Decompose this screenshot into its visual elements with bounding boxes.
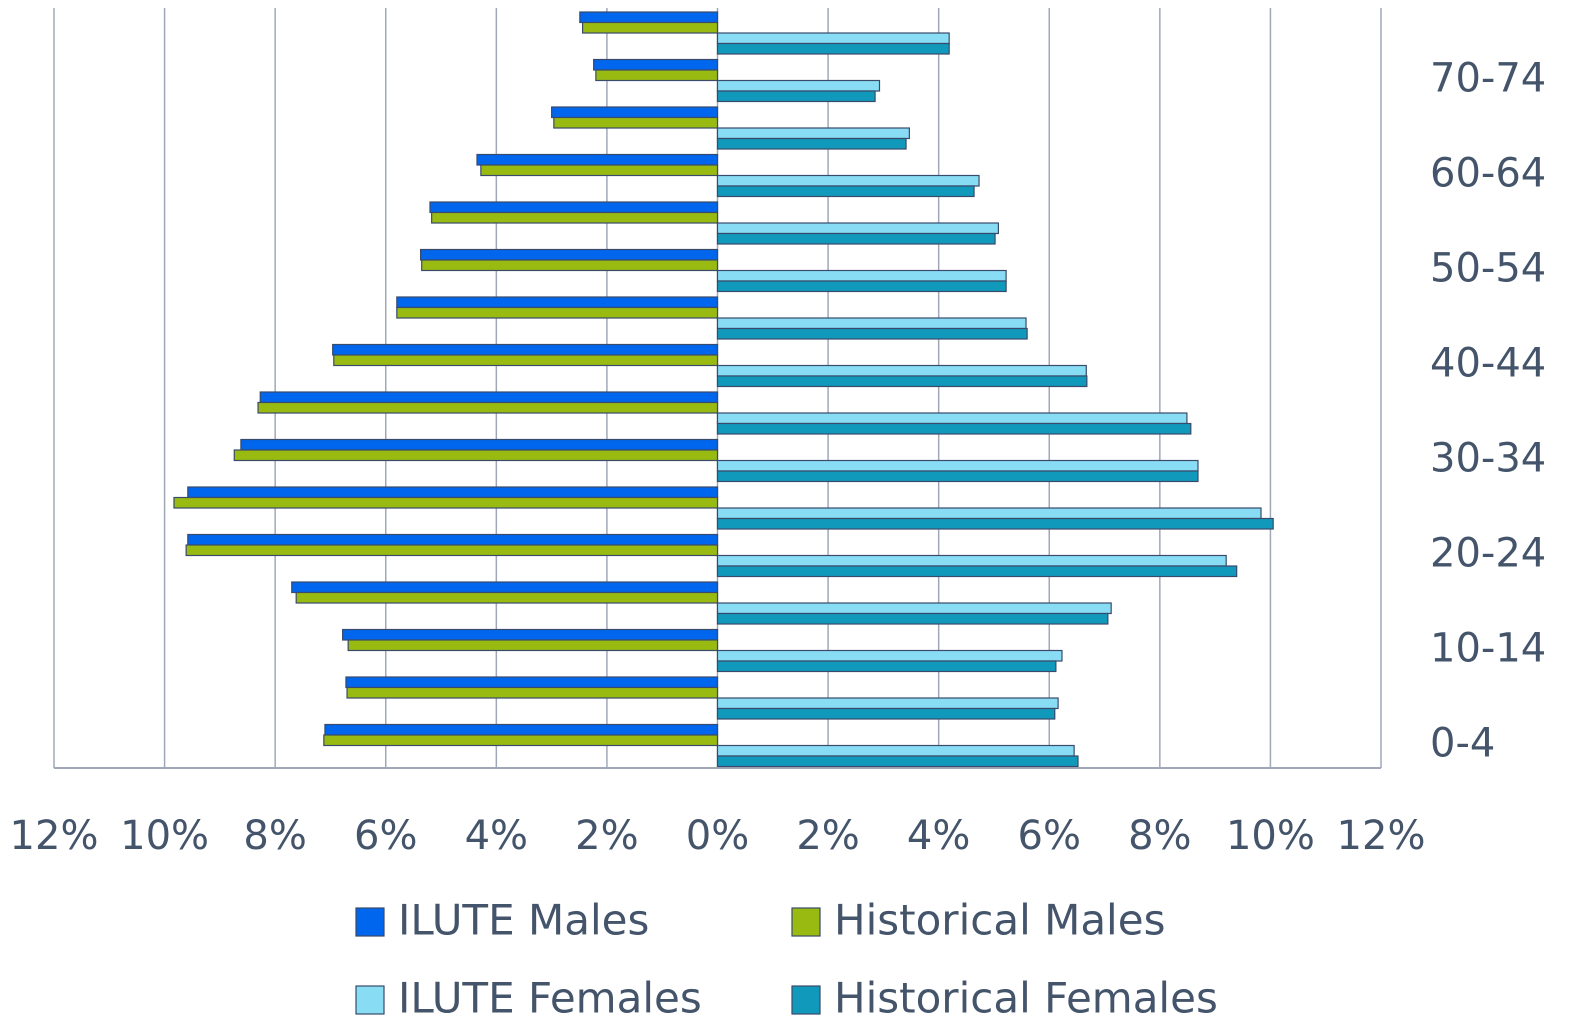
bar — [431, 211, 719, 224]
x-tick-label: 2% — [575, 813, 638, 859]
x-tick-label: 6% — [354, 813, 417, 859]
legend-swatch — [791, 985, 821, 1015]
bar — [716, 364, 1087, 377]
bar — [173, 496, 719, 509]
bar — [716, 90, 876, 103]
bar — [716, 649, 1063, 662]
bar — [716, 222, 999, 235]
x-tick-label: 12% — [10, 813, 99, 859]
bar — [716, 459, 1199, 472]
bar — [716, 554, 1227, 567]
bar — [716, 269, 1007, 282]
bar — [716, 517, 1274, 530]
bar — [716, 327, 1028, 340]
bar — [295, 591, 719, 604]
y-tick-label: 30-34 — [1430, 435, 1546, 481]
bar — [716, 317, 1027, 330]
legend-swatch — [355, 907, 385, 937]
bar — [259, 391, 719, 404]
bar — [716, 507, 1262, 520]
bar — [716, 42, 950, 55]
bar — [716, 660, 1057, 673]
legend-label: ILUTE Females — [398, 974, 702, 1023]
bar — [716, 127, 910, 140]
bar — [579, 11, 719, 24]
bar — [716, 755, 1079, 768]
bar — [323, 734, 719, 747]
bar — [716, 565, 1238, 578]
x-tick-label: 4% — [907, 813, 970, 859]
bar — [716, 707, 1056, 720]
x-tick-label: 4% — [465, 813, 528, 859]
bar — [551, 106, 719, 119]
bar — [716, 470, 1199, 483]
bar — [593, 58, 719, 71]
bar — [716, 412, 1188, 425]
bar — [716, 232, 996, 245]
y-tick-label: 70-74 — [1430, 55, 1546, 101]
bar — [419, 248, 719, 261]
bar — [716, 137, 907, 150]
x-tick-label: 8% — [1128, 813, 1191, 859]
bar — [187, 486, 719, 499]
bar — [716, 174, 980, 187]
bar — [716, 744, 1075, 757]
y-tick-label: 20-24 — [1430, 530, 1546, 576]
bar — [396, 306, 719, 319]
bar — [595, 69, 719, 82]
bar — [333, 354, 719, 367]
bar — [480, 164, 719, 177]
bar — [553, 116, 719, 129]
bar — [716, 32, 950, 45]
bar — [332, 343, 719, 356]
legend-label: Historical Females — [834, 974, 1218, 1023]
bar — [257, 401, 719, 414]
bar — [346, 686, 719, 699]
bar — [716, 79, 881, 92]
bar — [324, 723, 719, 736]
x-tick-label: 12% — [1337, 813, 1426, 859]
bar — [716, 280, 1007, 293]
bar — [716, 185, 975, 198]
bar — [291, 581, 719, 594]
bar — [240, 438, 719, 451]
y-tick-label: 10-14 — [1430, 625, 1546, 671]
y-tick-label: 40-44 — [1430, 340, 1546, 386]
legend-swatch — [355, 985, 385, 1015]
bar — [716, 375, 1088, 388]
bar — [347, 639, 719, 652]
bar — [581, 21, 719, 34]
bar — [396, 296, 719, 309]
bar — [716, 602, 1112, 615]
y-tick-label: 0-4 — [1430, 720, 1495, 766]
y-tick-label: 50-54 — [1430, 245, 1546, 291]
x-tick-label: 10% — [1226, 813, 1315, 859]
legend-label: Historical Males — [834, 896, 1165, 945]
legend-label: ILUTE Males — [398, 896, 649, 945]
x-tick-label: 2% — [796, 813, 859, 859]
x-tick-label: 6% — [1018, 813, 1081, 859]
bar — [342, 628, 719, 641]
bar — [716, 612, 1109, 625]
bar — [345, 676, 719, 689]
y-tick-label: 60-64 — [1430, 150, 1546, 196]
legend-swatch — [791, 907, 821, 937]
bar — [476, 153, 719, 166]
x-tick-label: 10% — [120, 813, 209, 859]
x-tick-label: 8% — [243, 813, 306, 859]
bar — [185, 544, 719, 557]
bar — [421, 259, 719, 272]
bar — [429, 201, 719, 214]
bar — [716, 422, 1192, 435]
bar — [233, 449, 719, 462]
bar — [187, 533, 719, 546]
x-tick-label: 0% — [686, 813, 749, 859]
bar — [716, 697, 1059, 710]
